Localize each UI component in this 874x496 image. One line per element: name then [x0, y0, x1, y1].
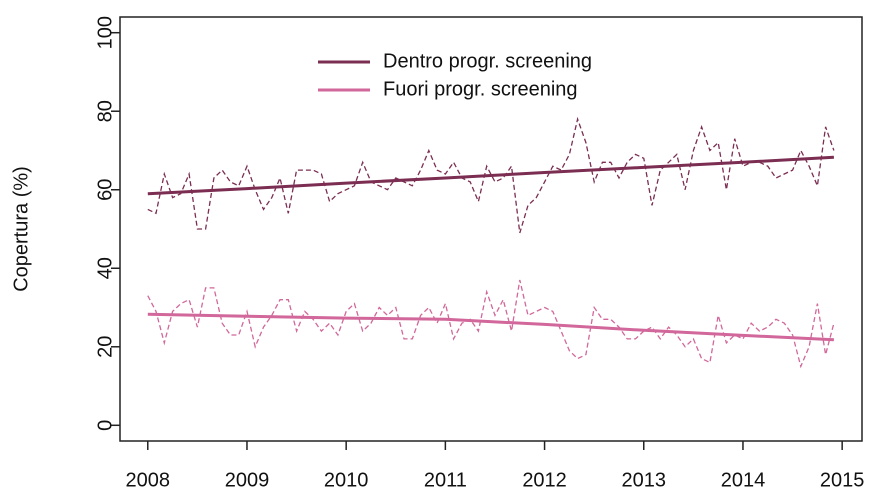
observed-line [147, 279, 835, 369]
y-tick-label: 60 [94, 179, 116, 201]
y-tick-label: 80 [94, 100, 116, 122]
y-tick-label: 0 [94, 420, 116, 431]
x-tick-label: 2013 [622, 469, 667, 491]
plot-frame [119, 16, 863, 442]
x-tick-label: 2014 [721, 469, 766, 491]
legend-label: Fuori progr. screening [383, 78, 578, 100]
y-axis-label: Copertura (%) [10, 166, 32, 292]
y-tick-label: 20 [94, 336, 116, 358]
trend-line [147, 155, 834, 196]
y-tick-label: 40 [94, 257, 116, 279]
x-tick-label: 2011 [424, 469, 467, 491]
legend-label: Dentro progr. screening [383, 50, 592, 72]
x-tick-label: 2008 [126, 469, 171, 491]
x-tick-label: 2009 [225, 469, 270, 491]
x-tick-label: 2010 [324, 469, 369, 491]
y-tick-label: 100 [94, 16, 116, 49]
x-tick-label: 2012 [522, 469, 567, 491]
x-tick-label: 2015 [820, 469, 865, 491]
trend-line [147, 312, 834, 342]
